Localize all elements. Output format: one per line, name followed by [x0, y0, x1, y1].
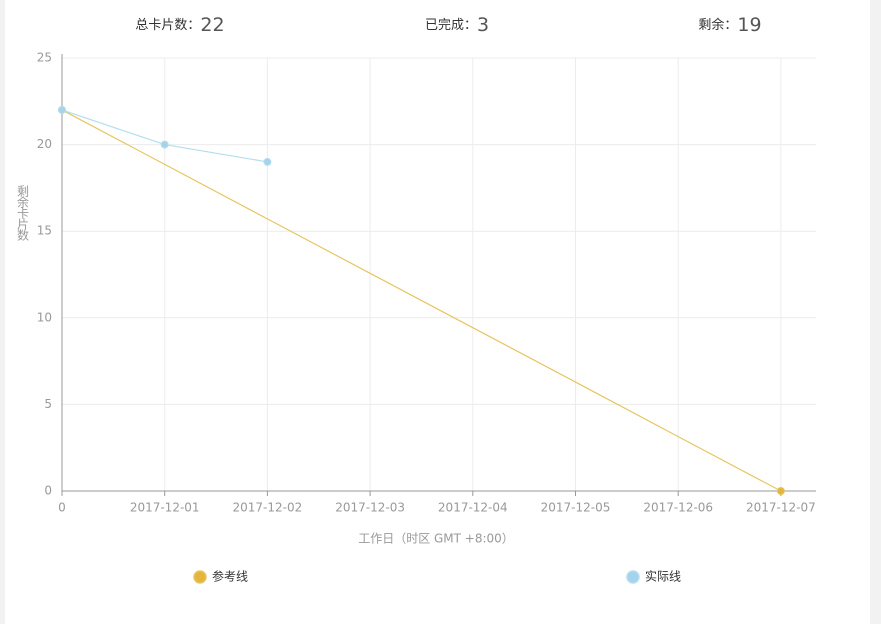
- series-marker: [160, 140, 169, 149]
- x-tick-label: 2017-12-04: [438, 501, 508, 515]
- y-tick-label: 0: [44, 484, 52, 498]
- stat-label: 总卡片数：: [135, 18, 200, 33]
- stat: 已完成：3: [425, 14, 489, 36]
- stat-value: 19: [737, 14, 761, 36]
- series-marker: [58, 105, 66, 114]
- x-axis-label: 工作日（时区 GMT +8:00）: [358, 532, 514, 546]
- stat-value: 22: [200, 14, 224, 36]
- series-marker: [776, 487, 785, 495]
- stat: 剩余：19: [698, 14, 761, 36]
- y-tick-label: 15: [37, 224, 52, 238]
- legend-swatch: [626, 570, 640, 584]
- y-tick-label: 20: [37, 137, 52, 151]
- legend-label: 参考线: [212, 569, 248, 584]
- stat-label: 剩余：: [698, 17, 737, 33]
- x-tick-label: 2017-12-07: [746, 501, 816, 515]
- x-tick-label: 2017-12-05: [541, 501, 611, 515]
- x-tick-label: 2017-12-02: [233, 501, 303, 515]
- y-tick-label: 10: [37, 310, 52, 324]
- series-marker: [263, 157, 272, 166]
- x-tick-label: 2017-12-03: [335, 501, 405, 515]
- legend-swatch: [193, 570, 207, 584]
- y-tick-label: 25: [37, 51, 52, 65]
- x-tick-label: 0: [58, 501, 66, 515]
- stat: 总卡片数：22: [135, 14, 224, 36]
- legend-label: 实际线: [645, 569, 681, 584]
- x-tick-label: 2017-12-01: [130, 501, 200, 515]
- stat-label: 已完成：: [425, 18, 477, 33]
- stat-value: 3: [477, 14, 489, 36]
- series-line: [61, 109, 782, 492]
- card-background: [5, 0, 870, 624]
- y-tick-label: 5: [44, 397, 52, 411]
- x-tick-label: 2017-12-06: [643, 501, 713, 515]
- y-axis-label: 剩余卡片数: [16, 185, 30, 242]
